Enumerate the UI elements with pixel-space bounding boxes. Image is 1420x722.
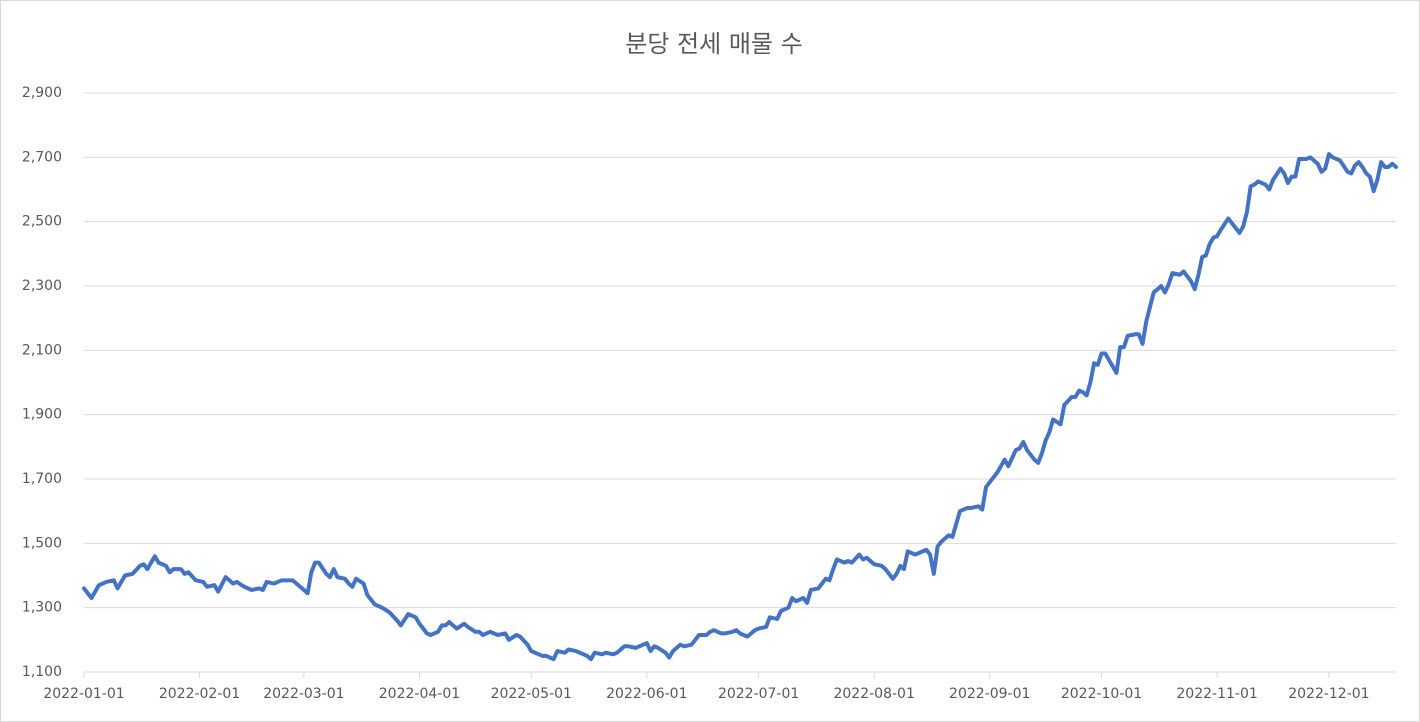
x-tick-label: 2022-08-01 (833, 686, 914, 702)
y-tick-label: 2,300 (22, 278, 62, 294)
x-tick-label: 2022-07-01 (718, 686, 799, 702)
x-tick-label: 2022-09-01 (949, 686, 1030, 702)
y-tick-label: 2,100 (22, 342, 62, 358)
x-tick-label: 2022-03-01 (263, 686, 344, 702)
y-tick-label: 1,300 (22, 600, 62, 616)
x-tick-label: 2022-02-01 (159, 686, 240, 702)
y-tick-label: 2,700 (22, 149, 62, 165)
x-tick-label: 2022-04-01 (379, 686, 460, 702)
x-tick-label: 2022-06-01 (606, 686, 687, 702)
chart-title: 분당 전세 매물 수 (625, 30, 802, 58)
y-tick-label: 2,900 (22, 85, 62, 101)
y-tick-label: 1,500 (22, 535, 62, 551)
data-line (82, 152, 1398, 662)
y-tick-label: 1,900 (22, 407, 62, 423)
x-tick-label: 2022-10-01 (1061, 686, 1142, 702)
x-tick-label: 2022-01-01 (43, 686, 124, 702)
x-tick-label: 2022-05-01 (491, 686, 572, 702)
x-tick-label: 2022-12-01 (1288, 686, 1369, 702)
y-tick-label: 1,100 (22, 664, 62, 680)
x-tick-label: 2022-11-01 (1176, 686, 1257, 702)
y-tick-label: 1,700 (22, 471, 62, 487)
y-tick-label: 2,500 (22, 214, 62, 230)
